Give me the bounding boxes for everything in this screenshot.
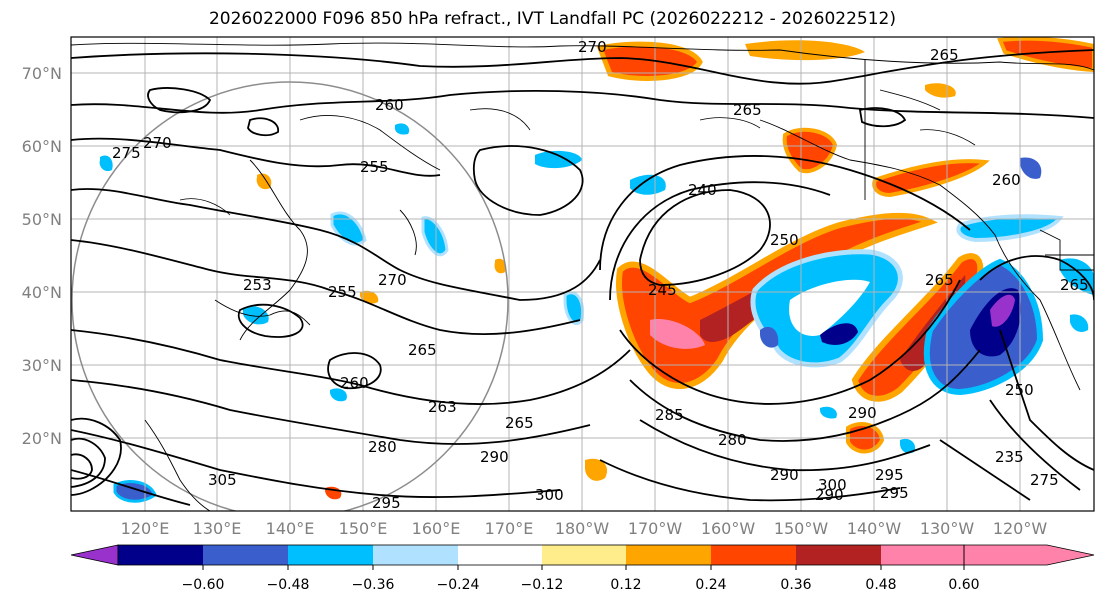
colorbar-tick-label: 0.48 <box>865 577 896 593</box>
latitude-labels: 70°N 60°N 50°N 40°N 30°N 20°N <box>22 64 62 448</box>
lon-label: 140°W <box>847 519 902 538</box>
lon-label: 170°E <box>485 519 534 538</box>
colorbar-tick-label: 0.36 <box>780 577 811 593</box>
lat-label: 40°N <box>22 283 62 302</box>
range-ring <box>71 81 509 511</box>
contour-label: 255 <box>360 158 389 176</box>
lat-label: 70°N <box>22 64 62 83</box>
colorbar-swatch <box>288 545 373 565</box>
contour-label: 265 <box>925 271 954 289</box>
lon-label: 130°E <box>193 519 242 538</box>
colorbar-swatch <box>626 545 711 565</box>
colorbar-swatch <box>711 545 796 565</box>
contour-label: 263 <box>428 398 457 416</box>
lon-label: 130°W <box>920 519 975 538</box>
contour-label: 295 <box>880 484 909 502</box>
contour-label: 240 <box>688 181 717 199</box>
colorbar-tick-label: −0.36 <box>352 577 395 593</box>
coastlines <box>71 42 1094 511</box>
contour-label: 270 <box>578 38 607 56</box>
contour-label: 280 <box>368 438 397 456</box>
contour-label: 300 <box>818 476 847 494</box>
contour-label: 265 <box>505 414 534 432</box>
refractivity-contours <box>71 49 1094 506</box>
contour-label: 260 <box>340 374 369 392</box>
contour-label: 265 <box>733 101 762 119</box>
contour-label: 260 <box>992 171 1021 189</box>
contour-label: 255 <box>328 283 357 301</box>
plot-frame <box>70 36 1095 512</box>
colorbar-tick-label: −0.60 <box>182 577 225 593</box>
contour-label: 275 <box>112 144 141 162</box>
contour-label: 250 <box>1005 381 1034 399</box>
contour-label: 280 <box>718 431 747 449</box>
colorbar-tick-label: 0.12 <box>610 577 641 593</box>
contour-label: 275 <box>1030 471 1059 489</box>
colorbar-swatch <box>373 545 458 565</box>
contour-label: 305 <box>208 471 237 489</box>
contour-label: 260 <box>375 96 404 114</box>
colorbar-tick-labels: −0.60 −0.48 −0.36 −0.24 −0.12 0.12 0.24 … <box>182 577 980 593</box>
contour-label: 300 <box>535 486 564 504</box>
colorbar-swatch <box>118 545 203 565</box>
contour-label: 285 <box>655 406 684 424</box>
lon-label: 170°W <box>628 519 683 538</box>
contour-label: 290 <box>815 486 844 504</box>
contour-label: 290 <box>480 448 509 466</box>
colorbar-tick-label: 0.60 <box>948 577 979 593</box>
lon-label: 150°W <box>774 519 829 538</box>
lat-label: 50°N <box>22 210 62 229</box>
map-title: 2026022000 F096 850 hPa refract., IVT La… <box>208 9 896 29</box>
contour-label: 270 <box>378 271 407 289</box>
contour-label: 295 <box>875 466 904 484</box>
contour-label: 290 <box>848 404 877 422</box>
colorbar-tick-label: −0.24 <box>437 577 480 593</box>
lon-label: 160°E <box>412 519 461 538</box>
colorbar: −0.60 −0.48 −0.36 −0.24 −0.12 0.12 0.24 … <box>70 544 1095 593</box>
lon-label: 180°W <box>555 519 610 538</box>
colorbar-extend-right <box>963 544 1095 566</box>
colorbar-tick-label: −0.48 <box>267 577 310 593</box>
shaded-field-negative <box>99 123 1094 503</box>
contour-label: 295 <box>372 494 401 512</box>
colorbar-tick-label: 0.24 <box>695 577 726 593</box>
lon-label: 150°E <box>339 519 388 538</box>
contour-label: 253 <box>243 276 272 294</box>
refractivity-contours-fine <box>179 108 976 216</box>
contour-labels: 270 265 260 265 275 270 255 240 250 245 … <box>112 38 1089 512</box>
contour-label: 265 <box>408 341 437 359</box>
lat-label: 20°N <box>22 429 62 448</box>
contour-label: 245 <box>648 281 677 299</box>
lon-label: 140°E <box>266 519 315 538</box>
lon-label: 120°W <box>993 519 1048 538</box>
colorbar-tick-label: −0.12 <box>521 577 564 593</box>
lat-label: 30°N <box>22 356 62 375</box>
colorbar-swatch <box>458 545 542 565</box>
colorbar-swatch <box>542 545 626 565</box>
contour-label: 250 <box>770 231 799 249</box>
colorbar-ticks <box>202 565 965 570</box>
longitude-labels: 120°E 130°E 140°E 150°E 160°E 170°E 180°… <box>121 519 1048 538</box>
colorbar-swatch <box>203 545 288 565</box>
contour-label: 265 <box>1060 276 1089 294</box>
colorbar-swatch <box>796 545 881 565</box>
contour-label: 270 <box>143 134 172 152</box>
lat-label: 60°N <box>22 137 62 156</box>
colorbar-extend-left <box>70 544 119 566</box>
contour-label: 235 <box>995 448 1024 466</box>
colorbar-swatch <box>881 545 964 565</box>
lon-label: 160°W <box>701 519 756 538</box>
contour-label: 290 <box>770 466 799 484</box>
lon-label: 120°E <box>121 519 170 538</box>
contour-label: 265 <box>930 46 959 64</box>
lat-lon-grid <box>71 37 1094 511</box>
